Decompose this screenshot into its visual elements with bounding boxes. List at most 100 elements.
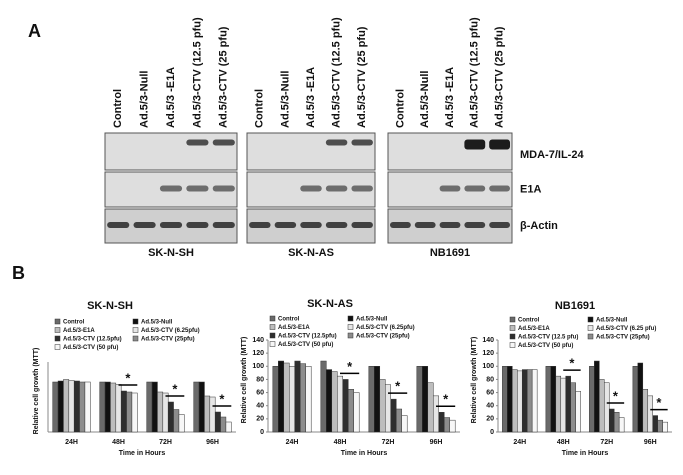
annotation: *	[172, 381, 178, 396]
y-tick-label: 40	[486, 403, 494, 410]
x-axis-label: Time in Hours	[562, 450, 609, 457]
bar	[385, 384, 391, 433]
bar	[99, 381, 106, 433]
bar	[642, 389, 649, 433]
bar	[79, 381, 86, 433]
legend-label: Ad.5/3-CTV (25pfu)	[356, 334, 410, 340]
blot	[104, 132, 238, 171]
bar	[151, 381, 158, 433]
bar	[657, 419, 663, 433]
row-label: E1A	[520, 183, 541, 195]
legend-label: Ad.5/3-CTV (12.5pfu)	[63, 337, 122, 343]
bar	[57, 380, 64, 433]
legend-swatch	[132, 318, 139, 325]
bar	[204, 395, 211, 433]
legend-label: Control	[63, 320, 85, 326]
band	[464, 222, 486, 228]
band	[489, 139, 511, 150]
y-tick-label: 80	[256, 376, 264, 383]
lane-label: Ad.5/3 -E1A	[305, 67, 317, 128]
legend-swatch	[509, 342, 516, 348]
band	[389, 222, 411, 228]
bar	[545, 366, 552, 433]
bar	[178, 414, 185, 433]
legend-label: Ad.5/3-CTV (50 pfu)	[63, 345, 118, 351]
y-tick-label: 20	[486, 416, 494, 423]
annotation: *	[219, 391, 225, 406]
x-tick-label: 96H	[644, 439, 657, 446]
band	[186, 222, 209, 228]
bar	[126, 391, 133, 433]
band	[439, 222, 461, 228]
band	[351, 139, 373, 146]
legend-swatch	[54, 318, 61, 325]
band	[414, 222, 436, 228]
legend-label: Control	[518, 318, 540, 324]
bar	[555, 375, 562, 433]
bar	[368, 366, 375, 433]
band	[212, 139, 235, 146]
bar	[422, 366, 429, 433]
band	[351, 185, 373, 192]
legend-swatch	[509, 333, 516, 340]
bar	[390, 398, 397, 433]
bar	[167, 401, 174, 433]
bar	[120, 390, 127, 433]
panel-label: B	[12, 263, 25, 283]
band	[464, 185, 486, 192]
row-label: β-Actin	[520, 220, 558, 232]
annotation: *	[395, 379, 401, 394]
x-tick-label: 48H	[557, 439, 570, 446]
bar	[517, 370, 523, 433]
row-label: MDA-7/IL-24	[520, 149, 584, 161]
legend-swatch	[347, 332, 354, 339]
band	[133, 222, 156, 228]
legend-label: Ad.5/3-E1A	[63, 328, 95, 334]
bar	[214, 411, 221, 433]
bar	[299, 363, 306, 433]
y-tick-label: 120	[482, 350, 494, 357]
bar	[433, 395, 439, 433]
x-tick-label: 96H	[206, 439, 219, 446]
band	[107, 222, 130, 228]
bar	[289, 366, 295, 433]
bar	[198, 381, 205, 433]
band	[325, 185, 348, 192]
legend-swatch	[509, 325, 516, 331]
chart-title: SK-N-AS	[307, 298, 353, 310]
legend-label: Ad.5/3-CTV (25pfu)	[596, 335, 650, 341]
bar	[594, 360, 600, 433]
legend-swatch	[132, 335, 139, 342]
y-tick-label: 140	[252, 337, 264, 344]
bar	[115, 384, 122, 433]
lane-label: Control	[394, 89, 406, 128]
x-tick-label: 72H	[159, 439, 172, 446]
y-tick-label: 40	[256, 403, 264, 410]
bar	[618, 417, 625, 433]
band	[489, 185, 511, 192]
bar	[146, 381, 153, 433]
legend-swatch	[269, 315, 276, 322]
y-axis-label: Relative cell growth (MTT)	[471, 337, 478, 424]
bar	[395, 408, 402, 433]
chart-title: NB1691	[555, 300, 595, 312]
bar	[52, 381, 59, 433]
bar	[531, 369, 538, 433]
band	[325, 139, 348, 146]
legend-swatch	[347, 315, 354, 322]
bar	[550, 366, 557, 433]
x-tick-label: 72H	[382, 439, 395, 446]
legend-swatch	[347, 324, 354, 330]
bar	[613, 412, 620, 433]
bar	[305, 366, 312, 433]
legend-label: Ad.5/3-Null	[596, 318, 628, 324]
y-tick-label: 60	[256, 389, 264, 396]
legend-label: Ad.5/3-CTV (50 pfu)	[278, 342, 333, 348]
bar	[162, 392, 169, 433]
bar	[157, 391, 164, 433]
lane-label: Ad.5/3 -E1A	[165, 67, 177, 128]
legend-label: Control	[278, 317, 300, 323]
legend-label: Ad.5/3-E1A	[518, 326, 550, 332]
blot	[387, 132, 513, 171]
